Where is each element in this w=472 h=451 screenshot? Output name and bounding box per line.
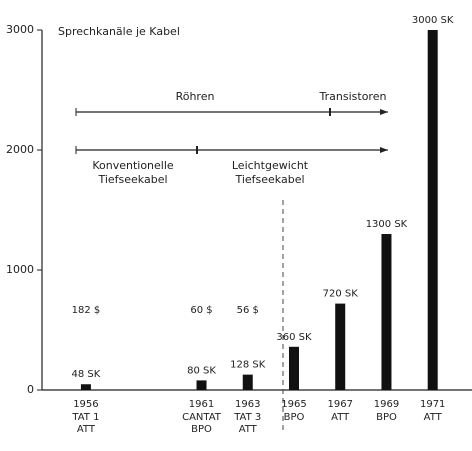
- operator-label: ATT: [77, 424, 96, 435]
- arrow-head: [380, 109, 388, 115]
- annotation: Tiefseekabel: [97, 173, 167, 186]
- bar: [381, 234, 392, 390]
- bar: [335, 303, 346, 390]
- bar: [242, 374, 253, 390]
- operator-label: ATT: [239, 424, 258, 435]
- x-tick-label: 1967: [327, 399, 352, 410]
- bar: [80, 384, 91, 390]
- y-tick-label: 2000: [6, 143, 34, 156]
- bar: [427, 30, 438, 390]
- operator-label: BPO: [191, 424, 212, 435]
- x-tick-label: 1961: [189, 399, 214, 410]
- y-tick-label: 1000: [6, 263, 34, 276]
- annotation: Transistoren: [319, 90, 387, 103]
- cost-label: 60 $: [190, 305, 212, 316]
- bar: [196, 380, 207, 390]
- value-label: 360 SK: [276, 332, 312, 343]
- value-label: 3000 SK: [412, 15, 454, 26]
- annotation: Tiefseekabel: [234, 173, 304, 186]
- value-label: 80 SK: [187, 365, 216, 376]
- bar: [288, 346, 299, 390]
- annotation: Leichtgewicht: [232, 159, 309, 172]
- annotation: Konventionelle: [92, 159, 174, 172]
- cable-label: CANTAT: [182, 412, 222, 423]
- y-tick-label: 0: [27, 383, 34, 396]
- x-tick-label: 1971: [420, 399, 445, 410]
- x-tick-label: 1969: [374, 399, 399, 410]
- operator-label: ATT: [331, 412, 350, 423]
- arrow-head: [380, 147, 388, 153]
- cost-label: 56 $: [237, 305, 259, 316]
- operator-label: BPO: [284, 412, 305, 423]
- value-label: 128 SK: [230, 360, 266, 371]
- value-label: 720 SK: [323, 289, 359, 300]
- cable-label: TAT 3: [233, 412, 261, 423]
- x-tick-label: 1965: [281, 399, 306, 410]
- x-tick-label: 1956: [73, 399, 98, 410]
- value-label: 1300 SK: [366, 219, 408, 230]
- x-tick-label: 1963: [235, 399, 260, 410]
- operator-label: ATT: [424, 412, 443, 423]
- y-tick-label: 3000: [6, 23, 34, 36]
- operator-label: BPO: [376, 412, 397, 423]
- cost-label: 182 $: [72, 305, 101, 316]
- y-axis-label: Sprechkanäle je Kabel: [58, 25, 180, 38]
- value-label: 48 SK: [72, 369, 101, 380]
- cable-label: TAT 1: [71, 412, 99, 423]
- annotation: Röhren: [176, 90, 215, 103]
